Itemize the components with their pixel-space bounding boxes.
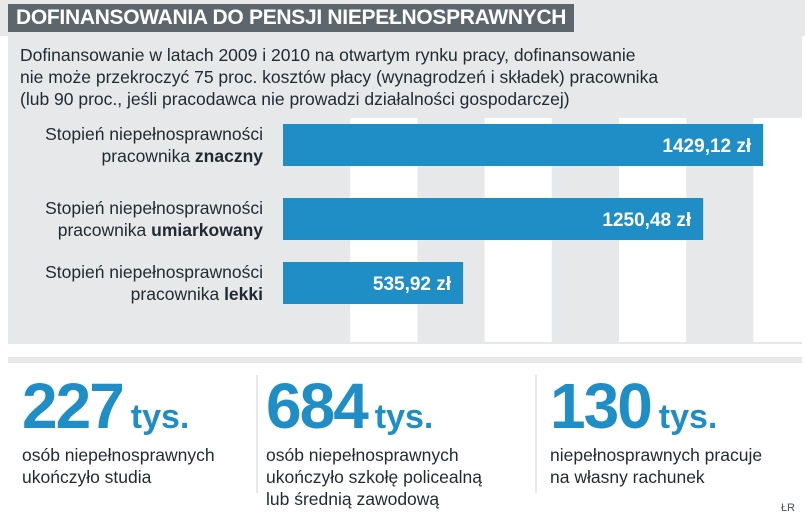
- bar-value-label: 1429,12 zł: [662, 136, 751, 157]
- category-label-line: Stopień niepełnosprawności: [45, 262, 263, 282]
- intro-line-2: nie może przekroczyć 75 proc. kosztów pł…: [20, 67, 659, 87]
- bar: [283, 124, 764, 166]
- intro-line-1: Dofinansowanie w latach 2009 i 2010 na o…: [20, 45, 636, 65]
- category-label-line: pracownika umiarkowany: [13, 219, 263, 241]
- intro-text: Dofinansowanie w latach 2009 i 2010 na o…: [20, 44, 790, 110]
- author-credit: ŁR: [780, 502, 795, 514]
- category-label-line: pracownika lekki: [13, 283, 263, 305]
- stat-number: 227: [22, 370, 125, 442]
- stat-self-employed: 130 tys. niepełnosprawnych pracuje na wła…: [550, 372, 762, 488]
- category-label-line: pracownika znaczny: [13, 145, 263, 167]
- stat-description-line: niepełnosprawnych pracuje: [550, 445, 763, 465]
- stat-description-line: lub średnią zawodową: [266, 489, 440, 509]
- category-label-prefix: pracownika: [57, 220, 152, 240]
- stat-description-line: osób niepełnosprawnych: [266, 445, 459, 465]
- stat-graduates: 227 tys. osób niepełnosprawnych ukończyło…: [22, 372, 215, 488]
- bar-value-label: 535,92 zł: [373, 274, 452, 295]
- stat-description-line: na własny rachunek: [550, 467, 705, 487]
- category-label-bold: znaczny: [194, 146, 263, 166]
- stat-description-line: ukończyło studia: [22, 467, 152, 487]
- bar-value-label: 1250,48 zł: [602, 210, 691, 231]
- section-divider: [8, 357, 802, 363]
- category-label-line: Stopień niepełnosprawności: [45, 124, 263, 144]
- category-label-prefix: pracownika: [130, 284, 225, 304]
- stat-number: 684: [266, 370, 369, 442]
- stat-description-line: osób niepełnosprawnych: [22, 445, 215, 465]
- stat-separator: [535, 375, 537, 493]
- stat-number: 130: [550, 370, 653, 442]
- bar: [283, 262, 464, 304]
- stat-vocational: 684 tys. osób niepełnosprawnych ukończyło…: [266, 372, 482, 510]
- category-label-znaczny: Stopień niepełnosprawności pracownika zn…: [13, 123, 263, 167]
- bar: [283, 198, 704, 240]
- intro-line-3: (lub 90 proc., jeśli pracodawca nie prow…: [20, 89, 570, 109]
- category-label-line: Stopień niepełnosprawności: [45, 198, 263, 218]
- stat-description: osób niepełnosprawnych ukończyło szkołę …: [266, 444, 482, 510]
- chart-title: DOFINANSOWANIA DO PENSJI NIEPEŁNOSPRAWNY…: [8, 4, 575, 32]
- stat-separator: [256, 375, 258, 493]
- stat-description: osób niepełnosprawnych ukończyło studia: [22, 444, 215, 488]
- category-label-bold: umiarkowany: [151, 220, 263, 240]
- stat-description: niepełnosprawnych pracuje na własny rach…: [550, 444, 762, 488]
- category-label-umiarkowany: Stopień niepełnosprawności pracownika um…: [13, 197, 263, 241]
- stat-unit: tys.: [658, 398, 718, 436]
- category-label-prefix: pracownika: [101, 146, 195, 166]
- stat-description-line: ukończyło szkołę policealną: [266, 467, 482, 487]
- category-label-bold: lekki: [224, 284, 263, 304]
- stat-unit: tys.: [374, 398, 434, 436]
- category-label-lekki: Stopień niepełnosprawności pracownika le…: [13, 261, 263, 305]
- stat-unit: tys.: [130, 398, 190, 436]
